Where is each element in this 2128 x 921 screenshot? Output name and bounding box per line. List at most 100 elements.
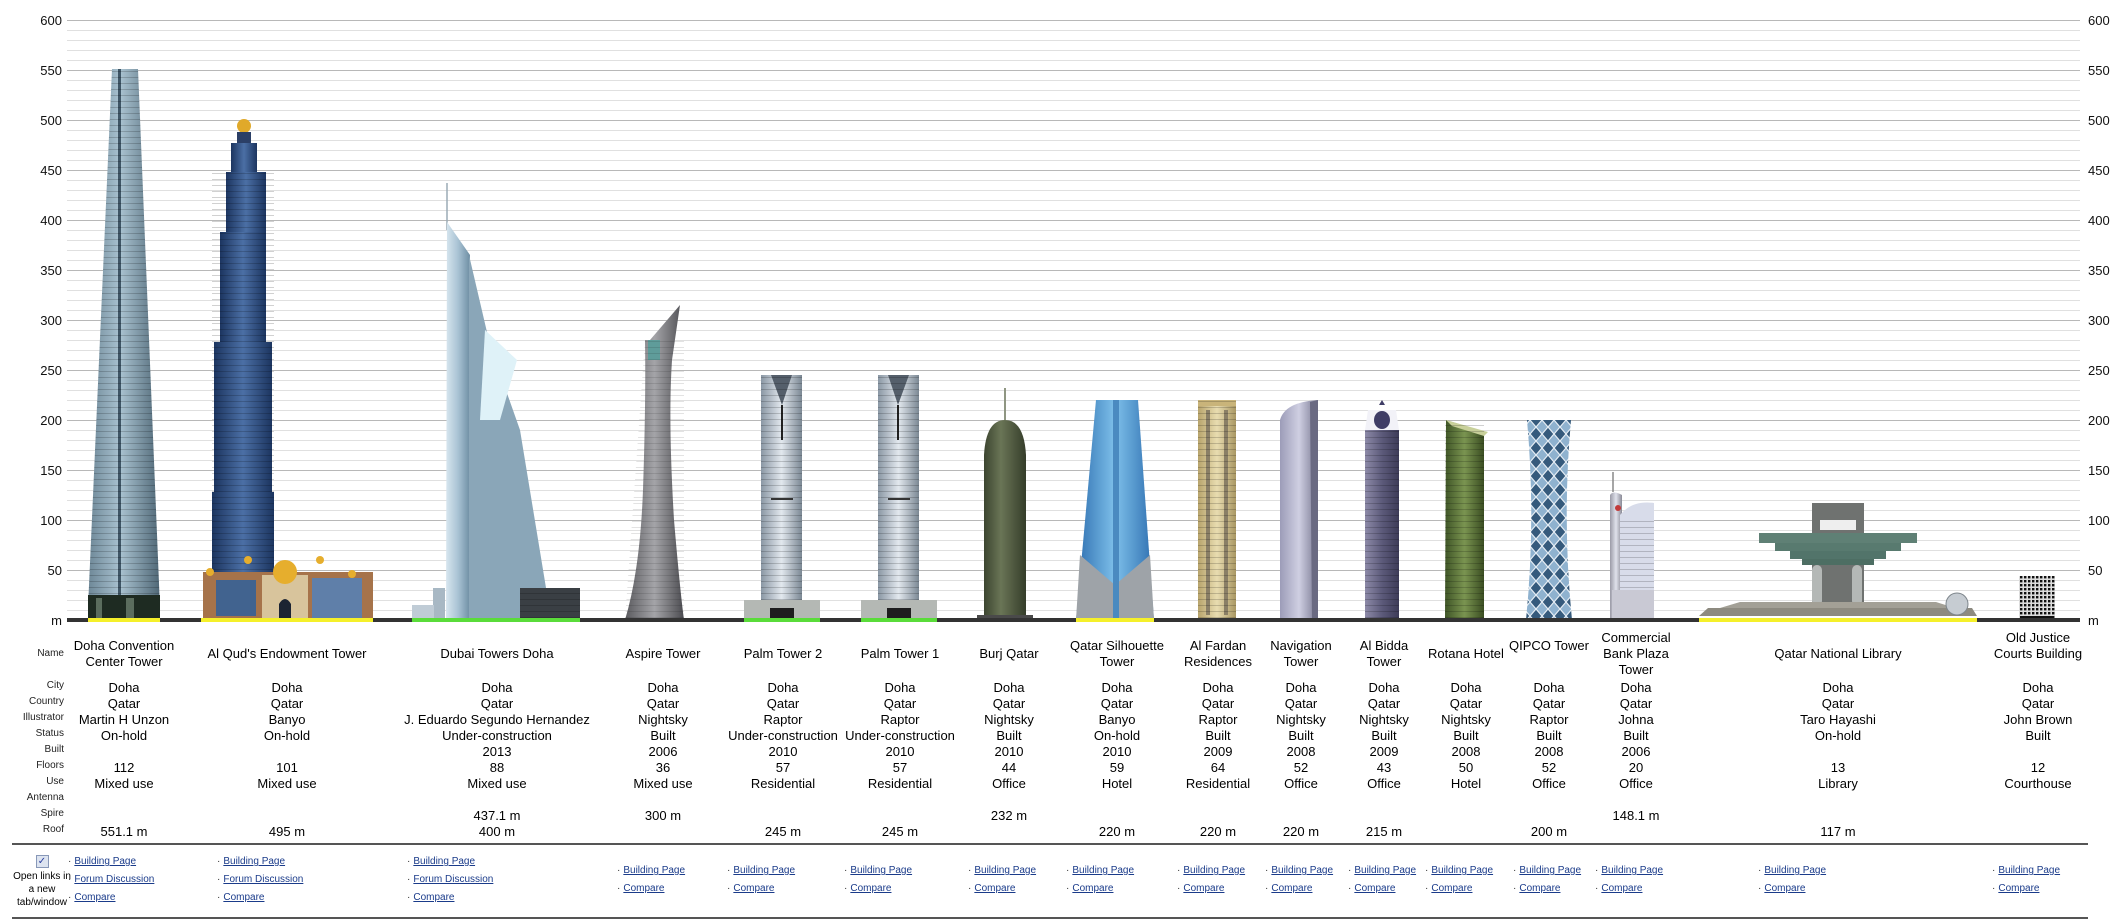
cell-floors: 59 bbox=[1109, 760, 1125, 775]
cell-built: 2010 bbox=[768, 744, 798, 759]
cell-country: Qatar bbox=[1201, 696, 1235, 711]
building-page-link[interactable]: Building Page bbox=[623, 865, 686, 876]
cell-illustrator: Raptor bbox=[1529, 712, 1569, 727]
compare-link[interactable]: Compare bbox=[413, 892, 455, 903]
compare-link[interactable]: Compare bbox=[850, 883, 892, 894]
compare-link[interactable]: Compare bbox=[223, 892, 265, 903]
cell-country: Qatar bbox=[766, 696, 800, 711]
building-column: Commercial Bank Plaza Tower Doha Qatar John… bbox=[1591, 630, 1681, 840]
building-page-link[interactable]: Building Page bbox=[1519, 865, 1582, 876]
bullet-icon: · bbox=[1513, 865, 1517, 876]
compare-link[interactable]: Compare bbox=[1183, 883, 1225, 894]
cell-built: 2013 bbox=[482, 744, 512, 759]
cell-use: Office bbox=[1532, 776, 1566, 791]
row-label-illustrator: Illustrator bbox=[22, 712, 64, 723]
skyscraper-height-chart: 600 550 500 450 400 350 300 250 200 150 … bbox=[40, 13, 2110, 628]
building-links: · Building Page · Forum Discussion · Compare bbox=[68, 853, 154, 907]
y-tick-right: 350 bbox=[2088, 263, 2110, 278]
bullet-icon: · bbox=[968, 865, 972, 876]
cell-spire: 148.1 m bbox=[1612, 808, 1660, 823]
cell-illustrator: Taro Hayashi bbox=[1800, 712, 1876, 727]
building-page-link[interactable]: Building Page bbox=[733, 865, 796, 876]
cell-roof: 117 m bbox=[1820, 824, 1856, 839]
building-column: Dubai Towers Doha Doha Qatar J. Eduardo Seg… bbox=[387, 630, 607, 840]
cell-roof: 220 m bbox=[1098, 824, 1136, 839]
building-page-link[interactable]: Building Page bbox=[1271, 865, 1334, 876]
cell-built: 2008 bbox=[1534, 744, 1564, 759]
row-label-antenna: Antenna bbox=[26, 792, 64, 803]
building-qatar-silhouette-tower bbox=[1076, 400, 1154, 620]
cell-country: Qatar bbox=[992, 696, 1026, 711]
y-tick-right: 450 bbox=[2088, 163, 2110, 178]
y-tick-right: 300 bbox=[2088, 313, 2110, 328]
building-qipco-tower bbox=[1526, 420, 1572, 620]
cell-floors: 112 bbox=[113, 760, 135, 775]
cell-city: Doha bbox=[1368, 680, 1400, 695]
building-links: · Building Page · Compare bbox=[1595, 862, 1663, 898]
bullet-icon: · bbox=[1265, 865, 1269, 876]
building-page-link[interactable]: Building Page bbox=[1354, 865, 1417, 876]
building-name: QIPCO Tower bbox=[1509, 638, 1589, 653]
building-page-link[interactable]: Building Page bbox=[1998, 865, 2061, 876]
cell-illustrator: Nightsky bbox=[638, 712, 688, 727]
building-page-link[interactable]: Building Page bbox=[1431, 865, 1494, 876]
building-al-quds-endowment-tower bbox=[203, 119, 373, 620]
building-page-link[interactable]: Building Page bbox=[974, 865, 1037, 876]
building-links: · Building Page · Compare bbox=[968, 862, 1036, 898]
cell-floors: 101 bbox=[276, 760, 298, 775]
new-tab-option: ✓ Open links in a new tab/window bbox=[12, 855, 72, 909]
cell-use: Office bbox=[992, 776, 1026, 791]
compare-link[interactable]: Compare bbox=[1431, 883, 1473, 894]
cell-city: Doha bbox=[271, 680, 303, 695]
compare-link[interactable]: Compare bbox=[1601, 883, 1643, 894]
building-al-fardan-residences bbox=[1198, 400, 1236, 620]
row-label-spire: Spire bbox=[40, 808, 64, 819]
building-page-link[interactable]: Building Page bbox=[1764, 865, 1827, 876]
cell-use: Courthouse bbox=[2004, 776, 2072, 791]
compare-link[interactable]: Compare bbox=[1072, 883, 1114, 894]
cell-status: Built bbox=[650, 728, 676, 743]
row-label-status: Status bbox=[35, 728, 64, 739]
building-page-link[interactable]: Building Page bbox=[74, 856, 137, 867]
bullet-icon: · bbox=[1265, 883, 1269, 894]
new-tab-checkbox[interactable]: ✓ bbox=[35, 855, 49, 868]
cell-status: Built bbox=[1453, 728, 1479, 743]
y-tick-right: 50 bbox=[2088, 563, 2103, 578]
compare-link[interactable]: Compare bbox=[623, 883, 665, 894]
building-page-link[interactable]: Building Page bbox=[1601, 865, 1664, 876]
compare-link[interactable]: Compare bbox=[1764, 883, 1806, 894]
building-page-link[interactable]: Building Page bbox=[850, 865, 913, 876]
building-column: Palm Tower 2 Doha Qatar Raptor Under-constru… bbox=[723, 630, 843, 840]
building-page-link[interactable]: Building Page bbox=[223, 856, 286, 867]
building-links: · Building Page · Forum Discussion · Compare bbox=[217, 853, 303, 907]
cell-roof: 495 m bbox=[268, 824, 306, 839]
cell-built: 2010 bbox=[1102, 744, 1132, 759]
compare-link[interactable]: Compare bbox=[733, 883, 775, 894]
cell-country: Qatar bbox=[646, 696, 680, 711]
forum-discussion-link[interactable]: Forum Discussion bbox=[74, 874, 155, 885]
forum-discussion-link[interactable]: Forum Discussion bbox=[223, 874, 304, 885]
cell-floors: 13 bbox=[1830, 760, 1846, 775]
building-rotana-hotel bbox=[1445, 420, 1488, 620]
compare-link[interactable]: Compare bbox=[74, 892, 116, 903]
building-column: Al Fardan Residences Doha Qatar Raptor Built… bbox=[1173, 630, 1263, 840]
building-page-link[interactable]: Building Page bbox=[1072, 865, 1135, 876]
building-aspire-tower bbox=[625, 305, 684, 620]
new-tab-label: Open links in a new tab/window bbox=[13, 871, 71, 908]
bullet-icon: · bbox=[407, 874, 411, 885]
compare-link[interactable]: Compare bbox=[974, 883, 1016, 894]
compare-link[interactable]: Compare bbox=[1271, 883, 1313, 894]
cell-country: Qatar bbox=[883, 696, 917, 711]
cell-use: Residential bbox=[867, 776, 933, 791]
building-page-link[interactable]: Building Page bbox=[1183, 865, 1246, 876]
building-page-link[interactable]: Building Page bbox=[413, 856, 476, 867]
y-tick-left: 50 bbox=[47, 563, 62, 578]
building-column: Aspire Tower Doha Qatar Nightsky Built 2006 36… bbox=[613, 630, 713, 840]
y-tick-left-unit: m bbox=[51, 613, 62, 628]
forum-discussion-link[interactable]: Forum Discussion bbox=[413, 874, 494, 885]
compare-link[interactable]: Compare bbox=[1998, 883, 2040, 894]
bullet-icon: · bbox=[1177, 865, 1181, 876]
compare-link[interactable]: Compare bbox=[1354, 883, 1396, 894]
compare-link[interactable]: Compare bbox=[1519, 883, 1561, 894]
y-tick-right: 600 bbox=[2088, 13, 2110, 28]
